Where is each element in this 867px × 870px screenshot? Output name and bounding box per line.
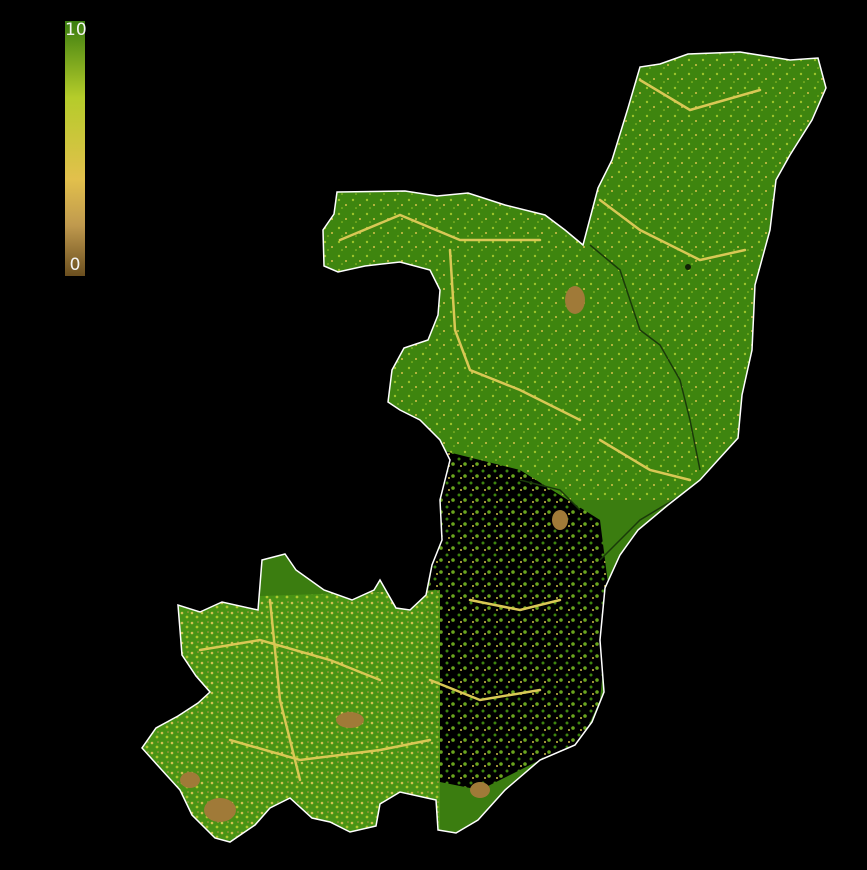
colorbar-gradient bbox=[65, 21, 85, 276]
river-line bbox=[589, 244, 701, 471]
forest-zone-north bbox=[320, 52, 826, 500]
river-line bbox=[519, 479, 581, 511]
road-line bbox=[448, 248, 582, 422]
low-value-patch bbox=[180, 772, 200, 788]
low-value-patch bbox=[565, 286, 585, 314]
road-line bbox=[198, 638, 382, 682]
road-line bbox=[228, 738, 432, 762]
road-line bbox=[428, 678, 542, 702]
road-line bbox=[638, 78, 762, 112]
low-value-zone-center bbox=[410, 450, 610, 790]
low-value-patch bbox=[336, 712, 364, 728]
colorbar-min-label: 0 bbox=[69, 255, 81, 275]
mixed-zone-south bbox=[142, 590, 440, 840]
colorbar-max-label: 10 bbox=[65, 20, 87, 40]
road-line bbox=[268, 598, 302, 782]
low-value-patch bbox=[470, 782, 490, 798]
country-border bbox=[141, 51, 827, 843]
road-line bbox=[468, 598, 562, 612]
low-value-patch bbox=[552, 510, 568, 530]
map-point bbox=[685, 264, 691, 270]
road-line bbox=[598, 198, 747, 262]
colorbar-legend: 10 0 bbox=[65, 20, 87, 276]
low-value-patch bbox=[204, 798, 236, 822]
road-line bbox=[598, 438, 692, 482]
land-cover-texture bbox=[142, 52, 826, 840]
road-line bbox=[338, 213, 542, 242]
